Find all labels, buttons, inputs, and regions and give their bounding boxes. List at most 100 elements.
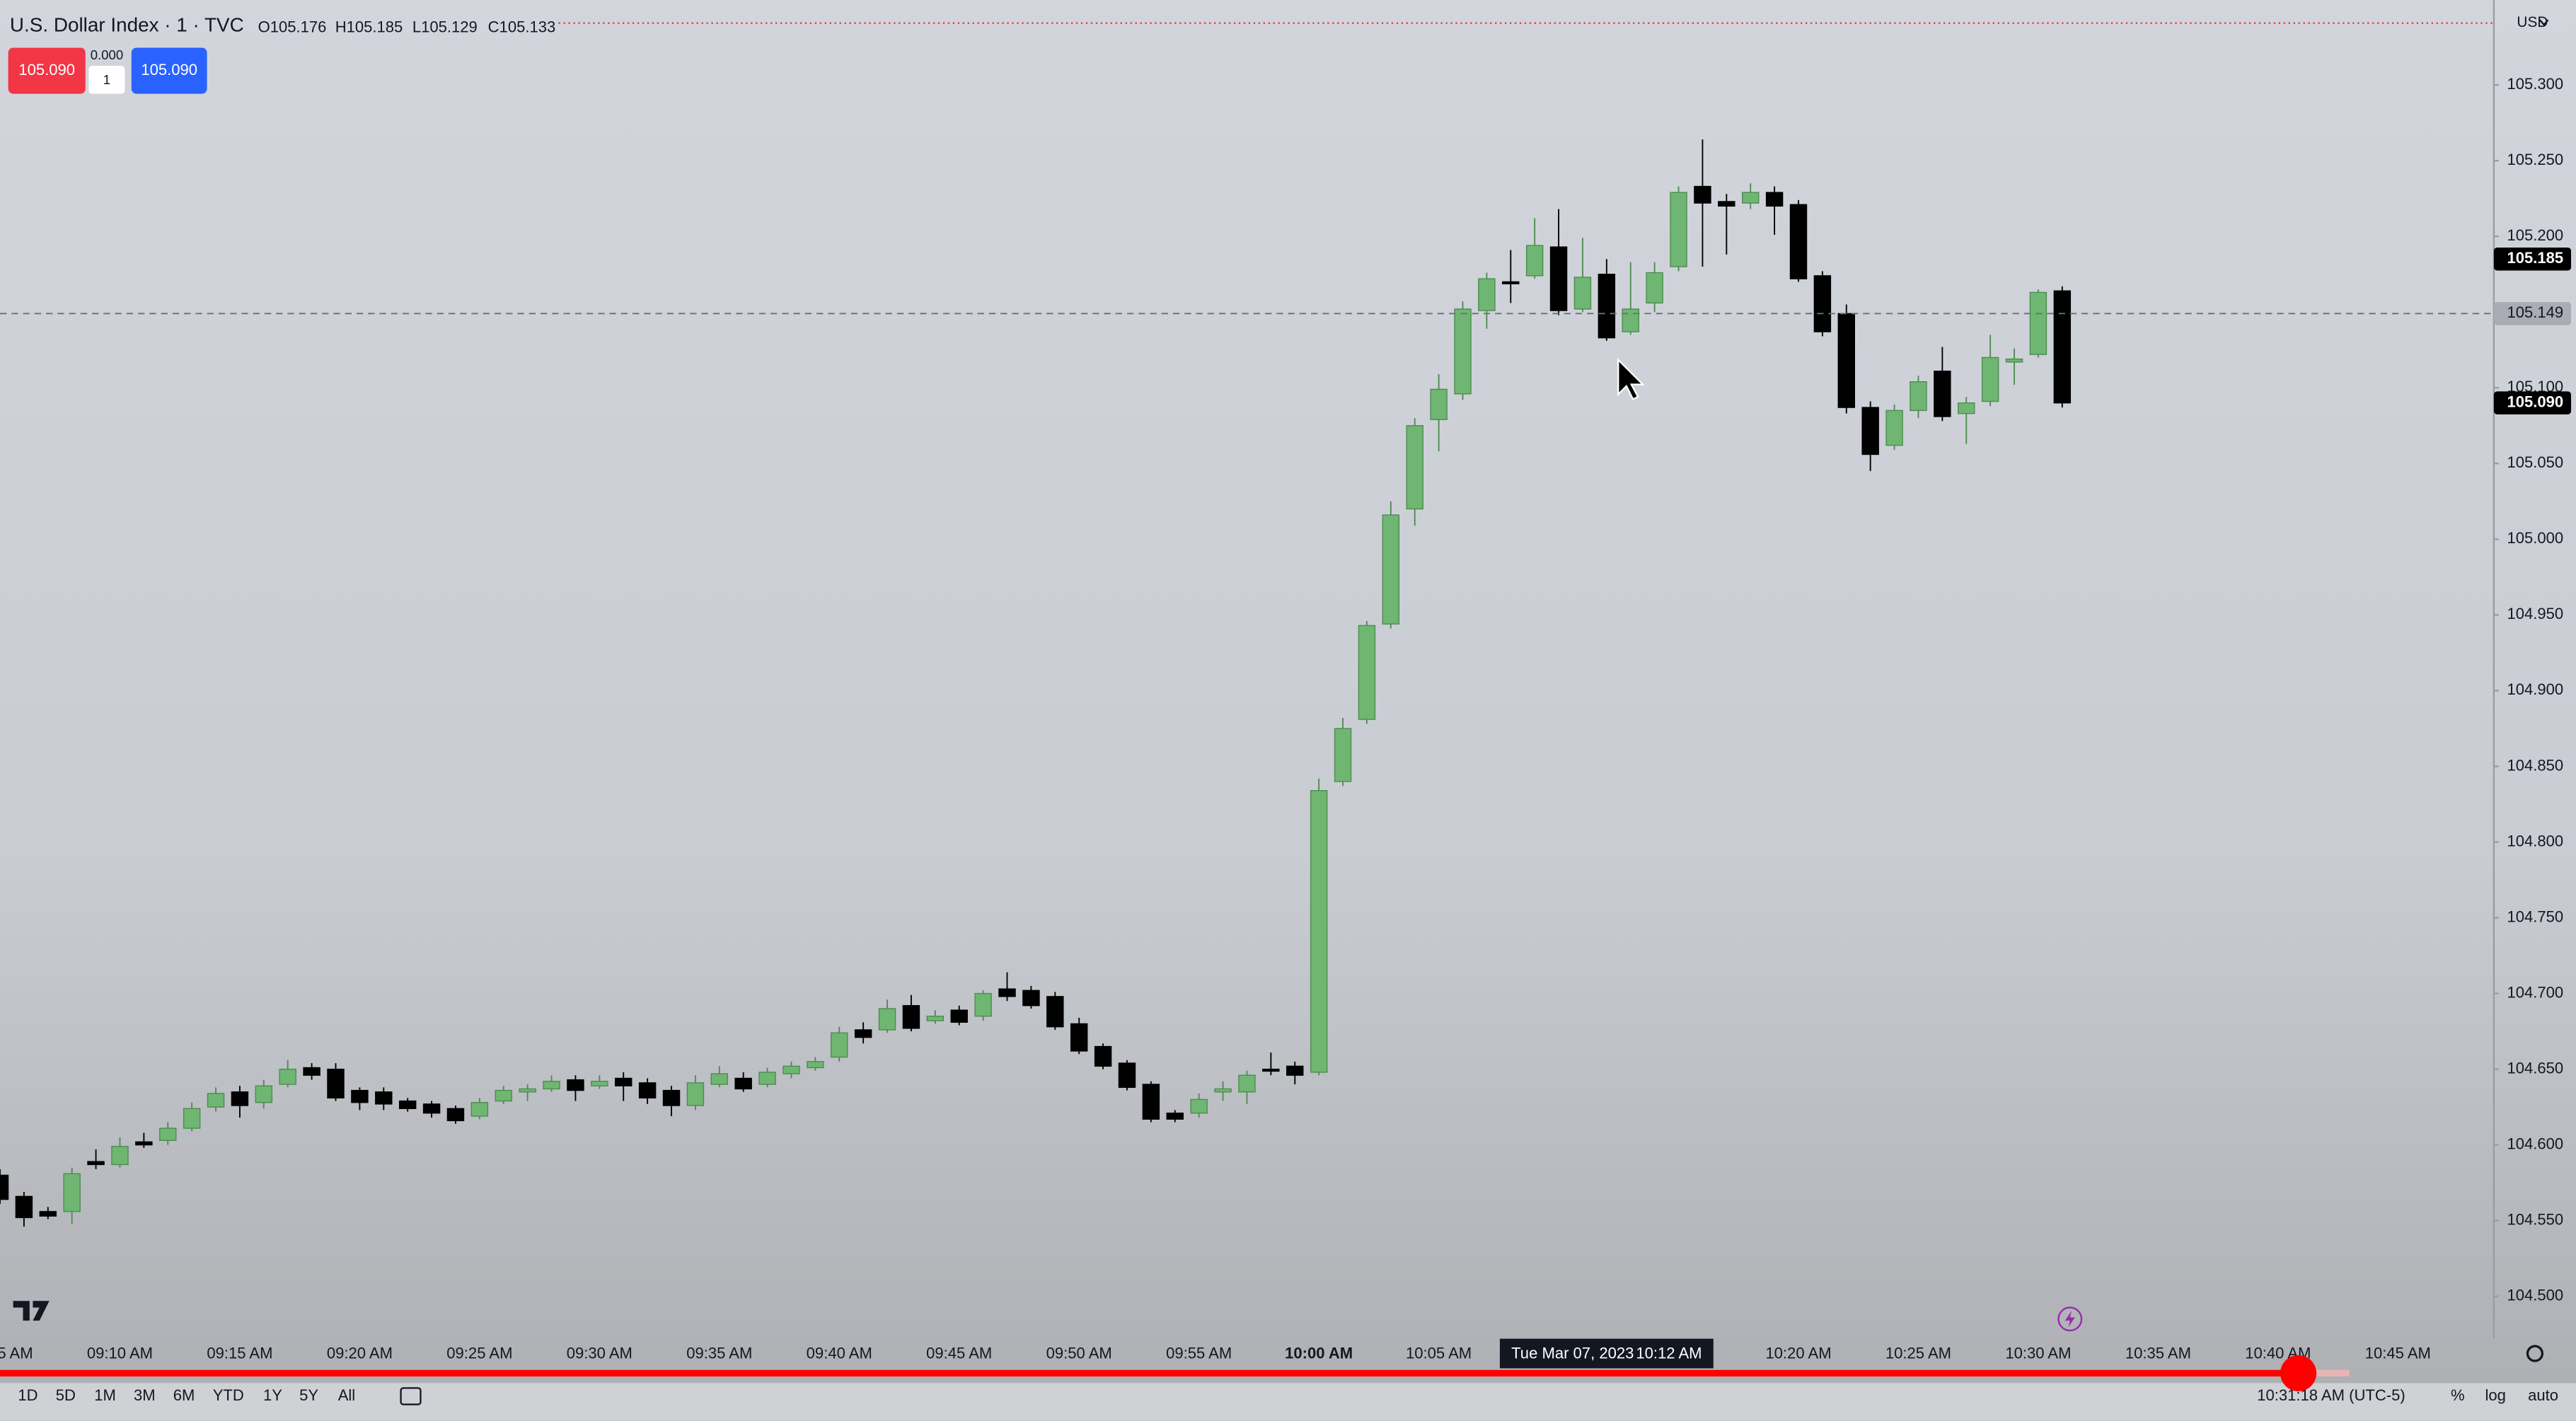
x-tick-label: 10:20 AM <box>1765 1345 1831 1362</box>
candle-body <box>807 1061 824 1069</box>
quantity-box[interactable] <box>88 66 125 94</box>
candle-body <box>1262 1068 1280 1072</box>
y-tick-label: 104.650 <box>2507 1059 2563 1077</box>
sell-price[interactable]: 105.090 <box>18 61 75 79</box>
range-button[interactable]: YTD <box>213 1386 244 1404</box>
candle-body <box>1885 410 1903 446</box>
candle-body <box>1358 625 1376 720</box>
candle-body <box>758 1072 776 1085</box>
price-label: 105.185 <box>2507 249 2563 267</box>
overlay: U.S. Dollar Index · 1 · TVC O105.176 H10… <box>0 14 2576 1421</box>
range-button[interactable]: 1Y <box>263 1386 282 1404</box>
sell-button[interactable] <box>8 47 86 94</box>
candle-body <box>255 1085 273 1103</box>
candle-body <box>1190 1098 1208 1114</box>
candle-body <box>495 1089 512 1102</box>
range-button[interactable]: 5Y <box>299 1386 318 1404</box>
candle-body <box>1094 1045 1112 1067</box>
candle-body <box>878 1008 896 1031</box>
scale-option[interactable]: auto <box>2528 1386 2558 1404</box>
y-tick-label: 104.900 <box>2507 680 2563 698</box>
x-tick-label: 09:20 AM <box>327 1345 393 1362</box>
candle-body <box>831 1032 848 1058</box>
event-icon-bolt[interactable] <box>2064 1311 2075 1328</box>
candle-body <box>1238 1074 1256 1093</box>
range-button[interactable]: All <box>338 1386 356 1404</box>
candle-body <box>2029 291 2047 355</box>
crosshair-date: Tue Mar 07, 2023 <box>1511 1345 1634 1362</box>
buy-button[interactable] <box>131 47 207 94</box>
candle-body <box>446 1108 465 1122</box>
range-button[interactable]: 5D <box>56 1386 76 1404</box>
candle-body <box>734 1077 752 1090</box>
candle-body <box>1310 790 1328 1073</box>
candle-body <box>1022 990 1040 1007</box>
plot-area <box>0 139 2494 1227</box>
candle-body <box>1598 273 1616 339</box>
candle-body <box>1694 185 1711 204</box>
candle-body <box>1813 275 1832 332</box>
candle-body <box>543 1081 560 1090</box>
candle-body <box>854 1029 872 1038</box>
legend-open: O105.176 <box>258 18 327 36</box>
candle-body <box>39 1211 57 1217</box>
candle-body <box>470 1102 489 1117</box>
price-label-box <box>2493 248 2572 271</box>
candle-body <box>87 1161 105 1166</box>
candle-body <box>2005 358 2023 363</box>
x-tick-label: 09:05 AM <box>0 1345 33 1362</box>
quantity[interactable]: 1 <box>103 72 110 87</box>
date-range-icon[interactable] <box>400 1387 422 1405</box>
candle-body <box>1765 192 1784 207</box>
candle-body <box>1670 192 1687 267</box>
x-tick-label: 09:45 AM <box>926 1345 992 1362</box>
video-buffer <box>2298 1369 2350 1377</box>
x-tick-label: 10:30 AM <box>2005 1345 2071 1362</box>
x-tick-label: 10:45 AM <box>2365 1345 2431 1362</box>
buy-price[interactable]: 105.090 <box>141 61 197 79</box>
range-button[interactable]: 3M <box>134 1386 156 1404</box>
logo[interactable] <box>13 1301 50 1321</box>
candle-body <box>1118 1062 1136 1089</box>
candle-body <box>1166 1113 1184 1120</box>
clock[interactable]: 10:31:18 AM (UTC-5) <box>2257 1386 2405 1404</box>
range-button[interactable]: 1D <box>18 1386 37 1404</box>
candle-body <box>303 1067 320 1076</box>
currency-caret[interactable] <box>2539 19 2549 26</box>
range-button[interactable]: 1M <box>94 1386 116 1404</box>
scale-option[interactable]: log <box>2485 1386 2506 1404</box>
scale-option[interactable]: % <box>2451 1386 2465 1404</box>
candle-body <box>950 1009 968 1023</box>
settings-icon[interactable] <box>2526 1345 2544 1362</box>
range-button[interactable]: 6M <box>173 1386 195 1404</box>
x-tick-label: 10:00 AM <box>1285 1345 1353 1362</box>
candle-body <box>1789 204 1808 279</box>
y-tick-label: 105.300 <box>2507 75 2563 93</box>
candle-body <box>231 1091 249 1106</box>
candle-body <box>1622 308 1639 332</box>
candle-body <box>1214 1088 1232 1093</box>
crosshair-time-box <box>1499 1338 1714 1369</box>
candle-body <box>686 1082 705 1106</box>
y-tick-label: 105.200 <box>2507 226 2563 244</box>
candle-body <box>1286 1065 1304 1076</box>
candle-body <box>974 992 992 1017</box>
y-tick-label: 104.800 <box>2507 832 2563 849</box>
candle-body <box>782 1065 800 1074</box>
video-scrubber[interactable] <box>2280 1355 2317 1391</box>
candle-body <box>1046 996 1064 1028</box>
y-tick-label: 104.550 <box>2507 1211 2563 1229</box>
x-tick-label: 10:25 AM <box>1885 1345 1951 1362</box>
x-tick-label: 09:40 AM <box>807 1345 872 1362</box>
candle-body <box>662 1089 681 1106</box>
candle-body <box>1646 272 1663 304</box>
x-tick-label: 09:30 AM <box>567 1345 633 1362</box>
candle-body <box>567 1079 584 1091</box>
price-label-box <box>2493 302 2572 325</box>
candle-body <box>998 988 1016 997</box>
event-icon[interactable] <box>2057 1306 2083 1332</box>
y-tick-label: 105.050 <box>2507 453 2563 471</box>
currency[interactable]: USD <box>2517 14 2548 30</box>
candle-body <box>375 1091 393 1105</box>
